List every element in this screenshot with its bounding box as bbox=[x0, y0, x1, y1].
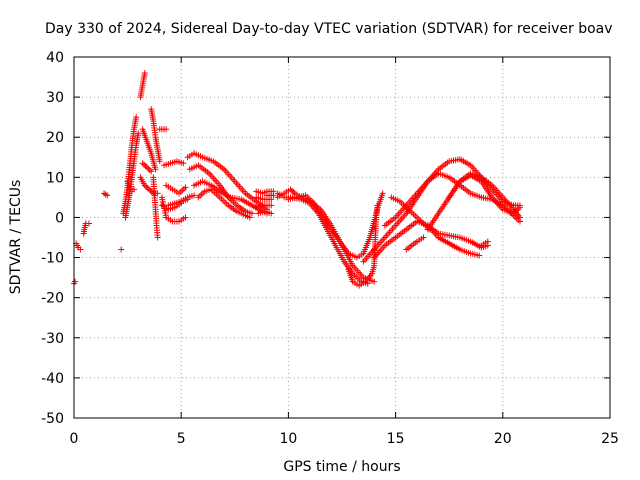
data-point bbox=[379, 190, 386, 197]
data-point bbox=[371, 278, 378, 285]
y-tick-label: 20 bbox=[46, 130, 64, 146]
data-point bbox=[141, 182, 148, 189]
data-point bbox=[246, 214, 253, 221]
data-point bbox=[86, 220, 93, 227]
x-tick-label: 25 bbox=[601, 431, 619, 447]
data-points bbox=[71, 70, 523, 289]
y-tick-label: -10 bbox=[41, 251, 64, 267]
y-tick-label: 10 bbox=[46, 170, 64, 186]
plot-frame bbox=[73, 56, 611, 419]
data-point bbox=[118, 246, 125, 253]
x-tick-label: 5 bbox=[177, 431, 186, 447]
y-tick-label: -30 bbox=[41, 331, 64, 347]
y-tick-label: 40 bbox=[46, 50, 64, 66]
data-point bbox=[270, 192, 277, 199]
data-point bbox=[182, 214, 189, 221]
data-point bbox=[139, 160, 146, 167]
data-point bbox=[287, 186, 294, 193]
data-point bbox=[163, 126, 170, 133]
data-point bbox=[374, 202, 381, 209]
data-point bbox=[268, 210, 275, 217]
x-tick-label: 15 bbox=[387, 431, 405, 447]
data-point bbox=[484, 238, 491, 245]
data-point bbox=[146, 166, 153, 173]
data-point bbox=[135, 130, 142, 137]
x-tick-label: 20 bbox=[494, 431, 512, 447]
data-point bbox=[145, 165, 152, 172]
data-point bbox=[143, 164, 150, 171]
data-point bbox=[290, 189, 297, 196]
chart-title: Day 330 of 2024, Sidereal Day-to-day VTE… bbox=[45, 21, 613, 37]
y-tick-label: 0 bbox=[55, 210, 64, 226]
data-point bbox=[288, 187, 295, 194]
data-point bbox=[156, 158, 163, 165]
data-point bbox=[133, 114, 140, 121]
data-point bbox=[72, 278, 79, 285]
x-tick-label: 10 bbox=[279, 431, 297, 447]
data-point bbox=[180, 160, 187, 167]
data-point bbox=[146, 186, 153, 193]
axis-ticks: -50 -40 -30 -20 -10 0 10 20 30 40 0 5 10 15 20 25 bbox=[41, 50, 619, 447]
data-point bbox=[154, 234, 161, 241]
data-point bbox=[268, 202, 275, 209]
y-tick-label: -50 bbox=[41, 411, 64, 427]
data-point bbox=[420, 234, 427, 241]
data-point bbox=[144, 185, 151, 192]
data-point bbox=[152, 166, 159, 173]
data-point bbox=[104, 192, 111, 199]
data-point bbox=[248, 210, 255, 217]
x-tick-label: 0 bbox=[70, 431, 79, 447]
y-tick-label: 30 bbox=[46, 90, 64, 106]
data-point bbox=[191, 192, 198, 199]
data-point bbox=[141, 70, 148, 77]
x-axis-label: GPS time / hours bbox=[283, 459, 400, 475]
data-point bbox=[148, 168, 155, 175]
y-tick-label: -20 bbox=[41, 291, 64, 307]
data-point bbox=[142, 162, 149, 169]
data-point bbox=[182, 184, 189, 191]
y-axis-label: SDTVAR / TECUs bbox=[8, 180, 24, 295]
data-point bbox=[143, 183, 150, 190]
data-point bbox=[516, 204, 523, 211]
y-tick-label: -40 bbox=[41, 371, 64, 387]
data-point bbox=[476, 252, 483, 259]
data-point bbox=[77, 246, 84, 253]
data-point bbox=[141, 161, 148, 168]
data-point bbox=[131, 186, 138, 193]
data-point bbox=[516, 218, 523, 225]
